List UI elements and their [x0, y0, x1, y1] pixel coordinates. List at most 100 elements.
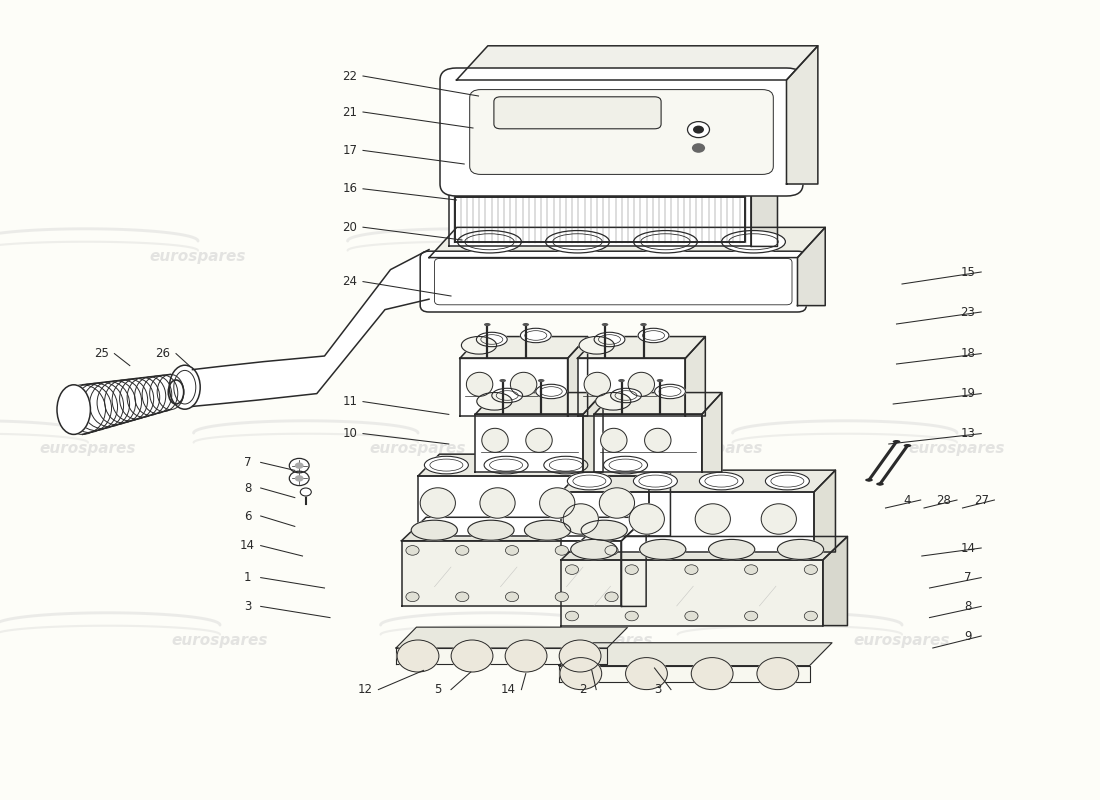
Text: 9: 9 — [965, 630, 971, 642]
Ellipse shape — [722, 230, 785, 253]
Ellipse shape — [559, 640, 601, 672]
Text: 25: 25 — [94, 347, 109, 360]
Polygon shape — [594, 414, 702, 472]
Polygon shape — [192, 250, 429, 406]
Text: 1: 1 — [244, 571, 251, 584]
Ellipse shape — [451, 640, 493, 672]
Ellipse shape — [600, 488, 635, 518]
Text: eurospares: eurospares — [854, 633, 950, 647]
FancyBboxPatch shape — [420, 251, 806, 312]
Ellipse shape — [601, 428, 627, 452]
Polygon shape — [685, 337, 705, 416]
Polygon shape — [402, 518, 646, 541]
Circle shape — [505, 592, 518, 602]
FancyBboxPatch shape — [470, 90, 773, 174]
Ellipse shape — [638, 328, 669, 342]
Ellipse shape — [484, 323, 491, 326]
Text: 3: 3 — [654, 683, 661, 696]
Ellipse shape — [538, 379, 544, 382]
Circle shape — [295, 462, 304, 469]
Circle shape — [289, 471, 309, 486]
Ellipse shape — [411, 520, 458, 540]
Ellipse shape — [484, 456, 528, 474]
Text: 28: 28 — [936, 494, 952, 506]
Polygon shape — [475, 414, 583, 472]
Ellipse shape — [579, 337, 614, 354]
Circle shape — [688, 122, 710, 138]
Circle shape — [455, 546, 469, 555]
Ellipse shape — [461, 337, 496, 354]
Ellipse shape — [571, 539, 617, 559]
Polygon shape — [561, 470, 836, 492]
Ellipse shape — [468, 520, 514, 540]
FancyBboxPatch shape — [494, 97, 661, 129]
Ellipse shape — [654, 384, 685, 398]
Circle shape — [565, 565, 579, 574]
Ellipse shape — [761, 504, 796, 534]
Ellipse shape — [602, 323, 608, 326]
Ellipse shape — [581, 520, 627, 540]
Text: 19: 19 — [960, 387, 976, 400]
Polygon shape — [449, 162, 778, 192]
Text: 14: 14 — [240, 539, 255, 552]
Ellipse shape — [876, 482, 884, 486]
Text: 26: 26 — [155, 347, 170, 360]
Polygon shape — [396, 648, 607, 664]
Ellipse shape — [560, 658, 602, 690]
Text: 21: 21 — [342, 106, 358, 118]
Polygon shape — [751, 162, 778, 246]
Ellipse shape — [169, 365, 200, 410]
Circle shape — [804, 565, 817, 574]
Circle shape — [289, 458, 309, 473]
Text: 2: 2 — [580, 683, 586, 696]
Ellipse shape — [639, 539, 685, 559]
Text: eurospares: eurospares — [667, 441, 763, 455]
Text: 17: 17 — [342, 144, 358, 157]
Polygon shape — [456, 46, 817, 80]
Ellipse shape — [505, 640, 547, 672]
Text: 7: 7 — [244, 456, 251, 469]
Circle shape — [556, 546, 569, 555]
FancyBboxPatch shape — [440, 68, 803, 196]
Ellipse shape — [563, 504, 598, 534]
Polygon shape — [568, 337, 587, 416]
Ellipse shape — [657, 379, 663, 382]
Text: eurospares: eurospares — [40, 441, 136, 455]
Ellipse shape — [466, 372, 493, 396]
Text: 5: 5 — [434, 683, 441, 696]
Text: 6: 6 — [244, 510, 251, 522]
Text: eurospares: eurospares — [909, 441, 1005, 455]
Text: eurospares: eurospares — [172, 633, 268, 647]
Ellipse shape — [536, 384, 566, 398]
Circle shape — [406, 592, 419, 602]
Ellipse shape — [546, 230, 609, 253]
Ellipse shape — [420, 488, 455, 518]
Polygon shape — [460, 337, 587, 358]
Ellipse shape — [610, 388, 641, 402]
Ellipse shape — [540, 488, 575, 518]
Text: 24: 24 — [342, 275, 358, 288]
Text: eurospares: eurospares — [557, 633, 653, 647]
Circle shape — [745, 565, 758, 574]
Ellipse shape — [522, 323, 529, 326]
Text: 18: 18 — [960, 347, 976, 360]
Ellipse shape — [525, 520, 571, 540]
Ellipse shape — [757, 658, 799, 690]
Text: 3: 3 — [244, 600, 251, 613]
Circle shape — [556, 592, 569, 602]
Polygon shape — [418, 454, 670, 476]
Ellipse shape — [397, 640, 439, 672]
Text: 4: 4 — [904, 494, 911, 506]
Ellipse shape — [568, 472, 612, 490]
Polygon shape — [798, 227, 825, 306]
Circle shape — [605, 546, 618, 555]
Polygon shape — [402, 541, 622, 606]
Ellipse shape — [425, 456, 469, 474]
Ellipse shape — [480, 488, 515, 518]
Text: 8: 8 — [965, 600, 971, 613]
Text: 10: 10 — [342, 427, 358, 440]
Text: 13: 13 — [960, 427, 976, 440]
Ellipse shape — [492, 388, 522, 402]
Polygon shape — [823, 537, 847, 626]
Circle shape — [685, 565, 698, 574]
